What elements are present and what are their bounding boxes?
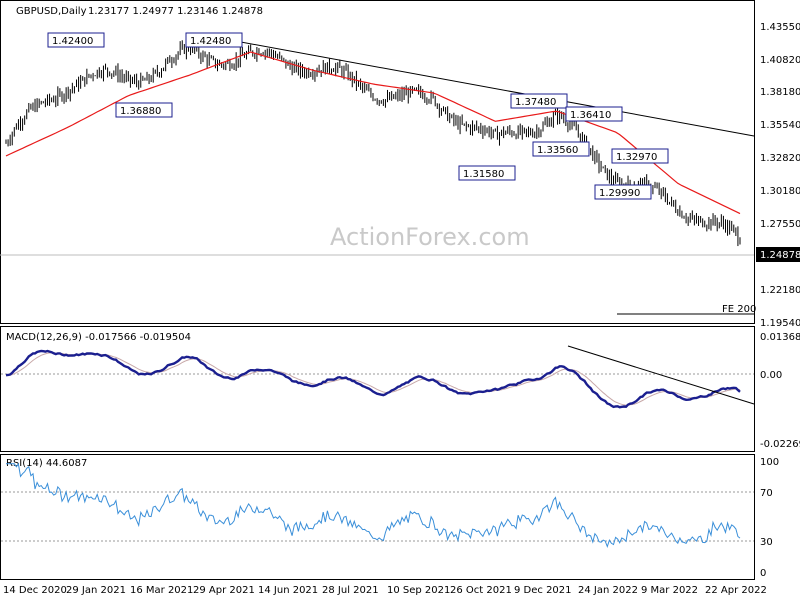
price-tick-1: 1.43550 bbox=[760, 22, 800, 33]
macd-tick-top: 0.013686 bbox=[760, 332, 800, 343]
macd-tick-bottom: -0.022698 bbox=[760, 439, 800, 450]
x-tick-6: 28 Jul 2021 bbox=[322, 585, 379, 596]
annotation-3: 1.42480 bbox=[185, 32, 243, 48]
rsi-tick-0: 0 bbox=[760, 568, 766, 579]
x-tick-10: 24 Jan 2022 bbox=[578, 585, 638, 596]
last-price-label: 1.24878 bbox=[760, 250, 800, 261]
price-trendline bbox=[229, 39, 755, 137]
moving-average-line bbox=[5, 51, 741, 215]
x-tick-7: 10 Sep 2021 bbox=[387, 585, 450, 596]
x-tick-12: 22 Apr 2022 bbox=[705, 585, 767, 596]
annotation-text: 1.37480 bbox=[515, 97, 556, 108]
annotation-text: 1.32970 bbox=[616, 152, 657, 163]
price-tick-6: 1.30180 bbox=[760, 186, 800, 197]
annotation-text: 1.29990 bbox=[599, 188, 640, 199]
rsi-title: RSI(14) 44.6087 bbox=[6, 458, 87, 469]
rsi-tick-70: 70 bbox=[760, 488, 773, 499]
annotation-box bbox=[565, 106, 623, 122]
annotation-5: 1.36410 bbox=[565, 106, 623, 122]
x-tick-4: 29 Apr 2021 bbox=[193, 585, 255, 596]
annotation-1: 1.42400 bbox=[47, 32, 105, 48]
rsi-line bbox=[6, 462, 741, 548]
annotation-6: 1.33560 bbox=[532, 141, 590, 157]
price-tick-7: 1.27550 bbox=[760, 219, 800, 230]
annotation-box bbox=[115, 102, 173, 118]
macd-trendline bbox=[567, 345, 755, 405]
price-y-axis: 1.43550 1.40820 1.38180 1.35540 1.32820 … bbox=[756, 22, 800, 329]
x-tick-11: 9 Mar 2022 bbox=[641, 585, 698, 596]
annotation-text: 1.31580 bbox=[463, 169, 504, 180]
macd-title: MACD(12,26,9) -0.017566 -0.019504 bbox=[6, 332, 191, 343]
price-tick-4: 1.35540 bbox=[760, 120, 800, 131]
last-price-box bbox=[756, 247, 800, 262]
macd-panel bbox=[0, 326, 755, 452]
macd-signal-line bbox=[6, 352, 741, 406]
annotation-text: 1.36410 bbox=[570, 110, 611, 121]
annotation-9: 1.29990 bbox=[594, 184, 652, 200]
x-tick-5: 14 Jun 2021 bbox=[258, 585, 318, 596]
price-tick-5: 1.32820 bbox=[760, 153, 800, 164]
price-tick-2: 1.40820 bbox=[760, 55, 800, 66]
x-axis: 14 Dec 2020 29 Jan 2021 16 Mar 2021 29 A… bbox=[3, 585, 767, 596]
annotation-box bbox=[458, 165, 516, 181]
annotation-8: 1.32970 bbox=[611, 148, 669, 164]
price-tick-3: 1.38180 bbox=[760, 87, 800, 98]
x-tick-3: 16 Mar 2021 bbox=[130, 585, 193, 596]
price-panel bbox=[0, 0, 755, 324]
rsi-panel bbox=[0, 454, 755, 580]
annotation-box bbox=[510, 93, 568, 109]
rsi-tick-30: 30 bbox=[760, 537, 773, 548]
price-annotations: 1.42400 1.36880 1.42480 1.37480 1.36410 … bbox=[47, 32, 669, 200]
x-tick-1: 14 Dec 2020 bbox=[3, 585, 67, 596]
rsi-tick-100: 100 bbox=[760, 457, 779, 468]
annotation-text: 1.33560 bbox=[537, 145, 578, 156]
annotation-text: 1.36880 bbox=[120, 106, 161, 117]
annotation-box bbox=[532, 141, 590, 157]
candlestick-series bbox=[5, 40, 741, 247]
chart-ohlc: 1.23177 1.24977 1.23146 1.24878 bbox=[88, 6, 263, 17]
x-tick-2: 29 Jan 2021 bbox=[66, 585, 126, 596]
x-tick-9: 9 Dec 2021 bbox=[514, 585, 572, 596]
annotation-box bbox=[594, 184, 652, 200]
annotation-7: 1.31580 bbox=[458, 165, 516, 181]
macd-tick-zero: 0.00 bbox=[760, 370, 782, 381]
x-tick-8: 26 Oct 2021 bbox=[450, 585, 512, 596]
annotation-2: 1.36880 bbox=[115, 102, 173, 118]
annotation-box bbox=[185, 32, 243, 48]
annotation-box bbox=[611, 148, 669, 164]
fe200-label: FE 200 bbox=[722, 304, 756, 315]
annotation-4: 1.37480 bbox=[510, 93, 568, 109]
watermark: ActionForex.com bbox=[330, 223, 530, 251]
price-tick-9: 1.22180 bbox=[760, 285, 800, 296]
price-tick-10: 1.19540 bbox=[760, 318, 800, 329]
macd-line bbox=[5, 349, 741, 409]
chart-symbol: GBPUSD,Daily bbox=[16, 6, 87, 17]
annotation-box bbox=[47, 32, 105, 48]
annotation-text: 1.42480 bbox=[190, 36, 231, 47]
annotation-text: 1.42400 bbox=[52, 36, 93, 47]
